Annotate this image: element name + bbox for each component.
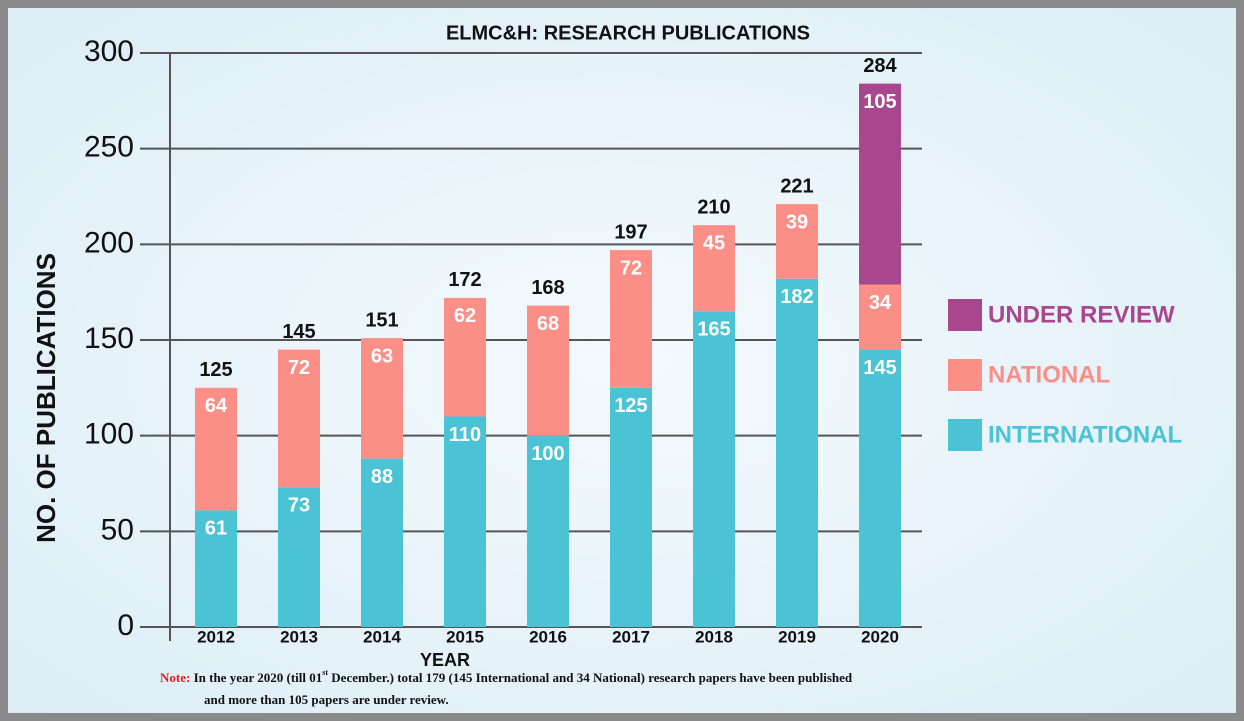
note-label: Note:	[160, 670, 190, 685]
bar-segment	[859, 284, 901, 350]
bar-segment	[444, 297, 486, 417]
bar-segment	[527, 435, 569, 627]
value-label: 88	[371, 466, 393, 488]
bar-segment	[195, 387, 237, 511]
bar-segment	[195, 510, 237, 627]
bar-segment	[610, 250, 652, 388]
value-label: 45	[703, 232, 725, 254]
value-label: 145	[863, 357, 896, 379]
value-label: 182	[780, 286, 813, 308]
legend-swatch	[948, 359, 982, 391]
bar-segment	[859, 349, 901, 627]
bar-segment	[776, 278, 818, 627]
y-tick-label: 200	[84, 226, 134, 259]
bar-segment	[859, 83, 901, 285]
value-label: 165	[697, 319, 730, 341]
value-label: 110	[449, 424, 481, 446]
x-tick-label: 2014	[363, 627, 401, 646]
total-label: 151	[365, 309, 398, 331]
x-axis-title: YEAR	[420, 650, 470, 670]
x-tick-label: 2020	[861, 627, 899, 646]
bar-segment	[527, 305, 569, 436]
legend-swatch	[948, 299, 982, 331]
value-label: 62	[454, 305, 476, 327]
note-sup: st	[322, 668, 328, 677]
note-text: December.) total 179 (145 International …	[328, 670, 853, 685]
value-label: 63	[371, 345, 393, 367]
total-label: 172	[448, 269, 481, 291]
legend-label: NATIONAL	[988, 361, 1110, 388]
value-label: 100	[531, 443, 564, 465]
x-tick-label: 2012	[197, 627, 235, 646]
bar-segment	[278, 487, 320, 627]
y-tick-label: 300	[84, 35, 134, 68]
bar-segment	[361, 458, 403, 627]
x-tick-label: 2017	[612, 627, 650, 646]
bar-segment	[693, 311, 735, 627]
x-tick-label: 2019	[778, 627, 816, 646]
value-label: 64	[205, 395, 228, 417]
total-label: 168	[531, 277, 564, 299]
note-line-2: and more than 105 papers are under revie…	[204, 692, 449, 707]
total-label: 145	[282, 321, 315, 343]
value-label: 72	[620, 257, 642, 279]
y-tick-label: 100	[84, 418, 134, 451]
value-label: 34	[869, 292, 892, 314]
y-tick-label: 250	[84, 131, 134, 164]
bar-segment	[444, 416, 486, 627]
total-label: 221	[780, 175, 813, 197]
y-tick-label: 150	[84, 322, 134, 355]
x-tick-label: 2018	[695, 627, 733, 646]
value-label: 68	[537, 313, 559, 335]
value-label: 105	[863, 91, 896, 113]
total-label: 125	[199, 359, 232, 381]
bar-segment	[361, 338, 403, 459]
y-axis-title: NO. OF PUBLICATIONS	[31, 253, 61, 543]
chart-title: ELMC&H: RESEARCH PUBLICATIONS	[446, 22, 810, 44]
total-label: 284	[863, 55, 897, 77]
legend-label: UNDER REVIEW	[988, 301, 1175, 328]
legend-swatch	[948, 419, 982, 451]
value-label: 39	[786, 211, 808, 233]
y-tick-label: 0	[117, 609, 134, 642]
x-tick-label: 2015	[446, 627, 484, 646]
note-line-1: Note: In the year 2020 (till 01st Decemb…	[160, 668, 853, 685]
x-tick-label: 2016	[529, 627, 567, 646]
value-label: 73	[288, 495, 310, 517]
legend-label: INTERNATIONAL	[988, 421, 1182, 448]
total-label: 210	[697, 196, 730, 218]
x-tick-label: 2013	[280, 627, 318, 646]
bar-segment	[610, 387, 652, 627]
total-label: 197	[614, 221, 647, 243]
value-label: 125	[614, 395, 647, 417]
bar-segment	[278, 349, 320, 488]
bar-segment	[693, 225, 735, 312]
bar-segment	[776, 204, 818, 279]
value-label: 72	[288, 357, 310, 379]
value-label: 61	[205, 518, 227, 540]
note-text: In the year 2020 (till 01	[194, 670, 323, 685]
y-tick-label: 50	[101, 513, 134, 546]
